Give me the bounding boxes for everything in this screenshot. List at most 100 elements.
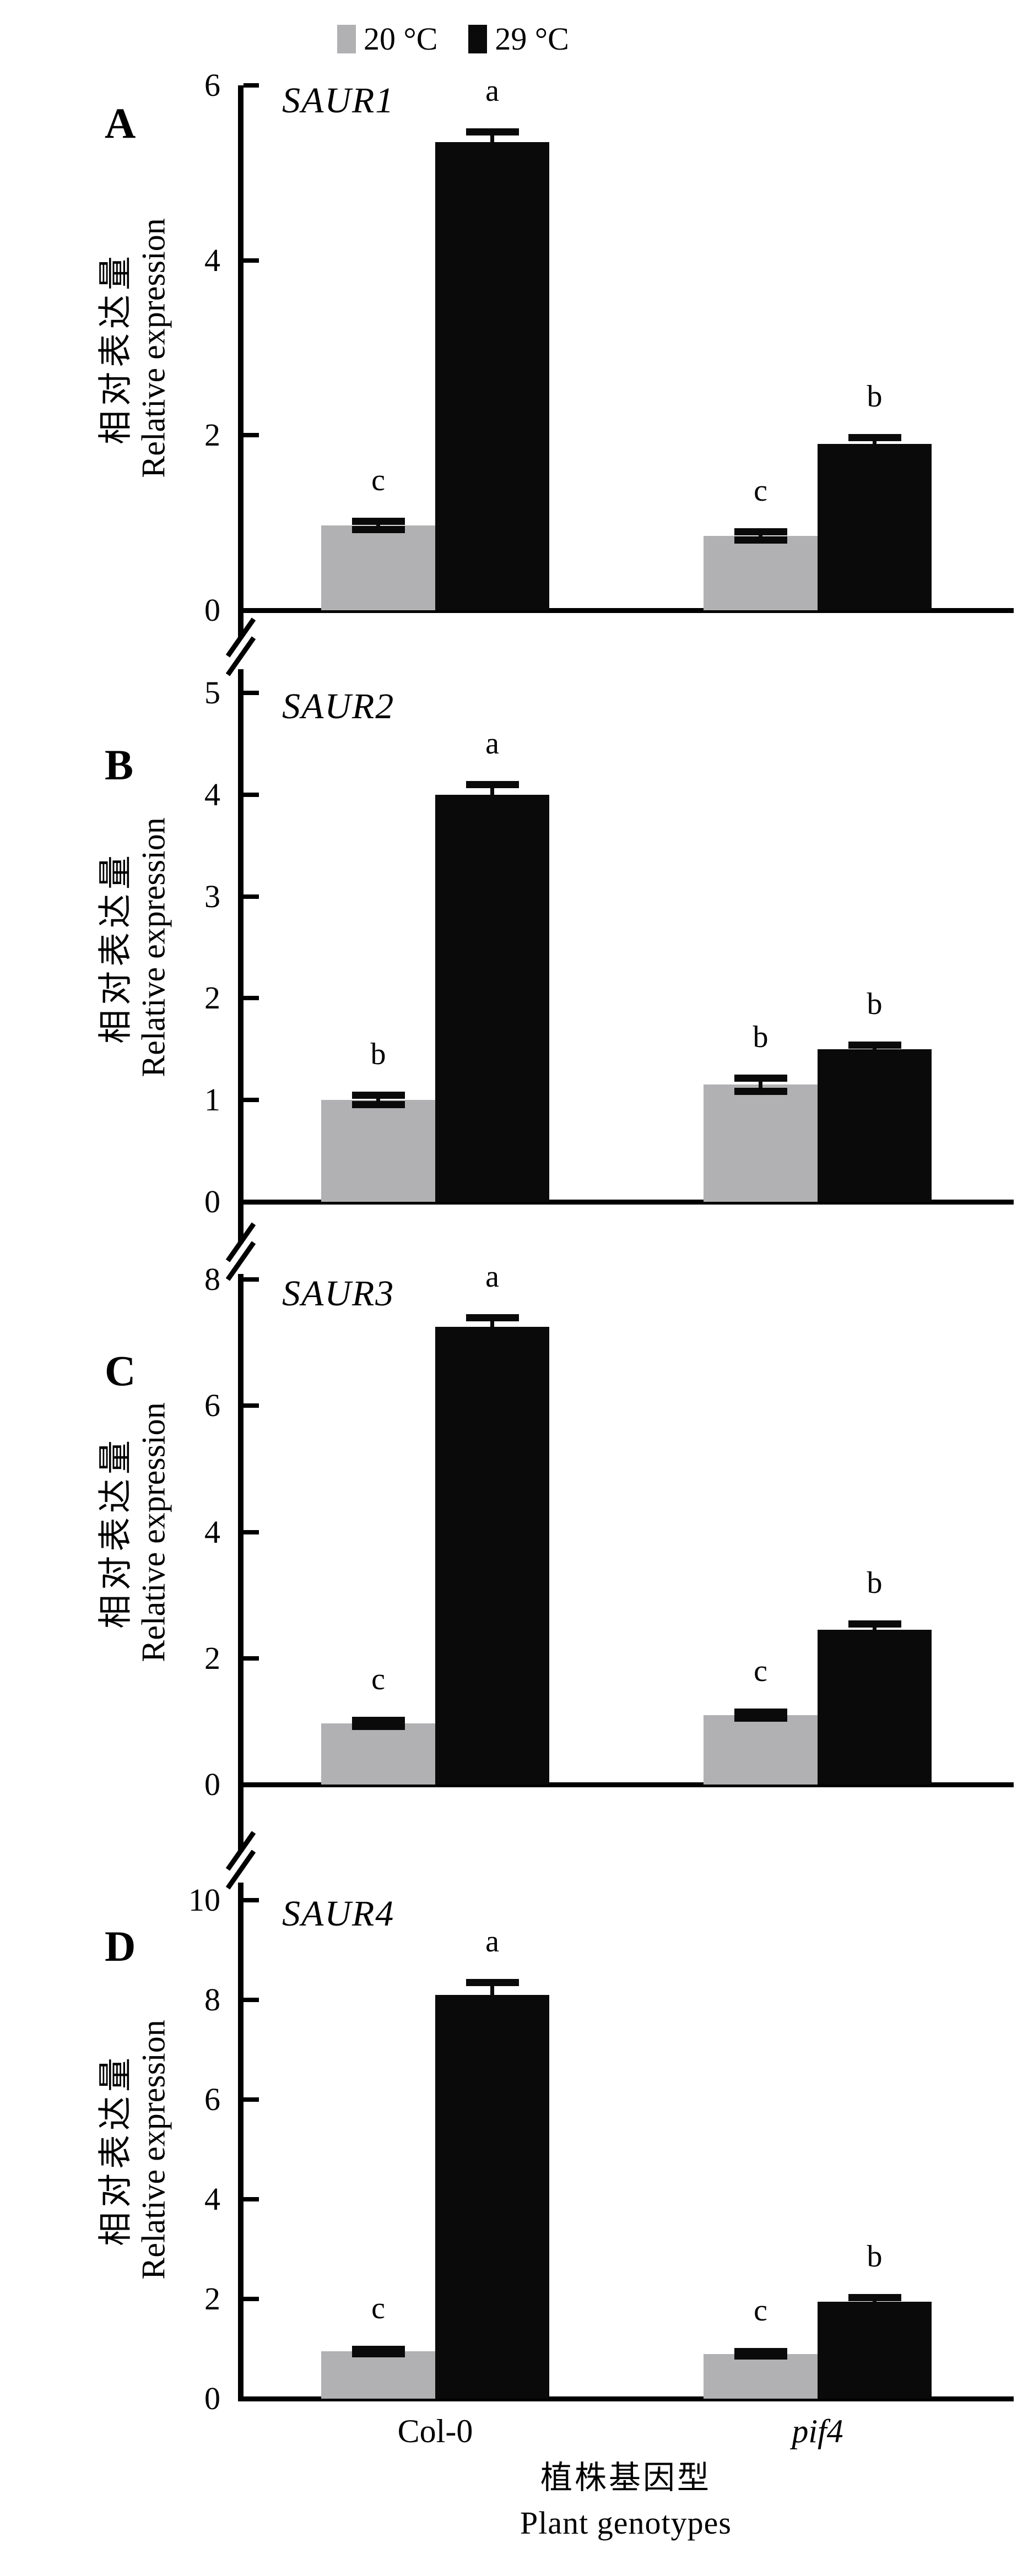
y-axis-line (238, 1785, 244, 2399)
legend-label-29c: 29 °C (495, 21, 569, 57)
y-tick-label: 8 (204, 1982, 220, 2018)
error-bar-cap (734, 1088, 787, 1096)
panel-letter: A (105, 99, 136, 147)
y-axis-label: 相对表达量 Relative expression (98, 817, 173, 1077)
significance-letter: b (867, 1565, 883, 1600)
y-tick-label: 2 (204, 980, 220, 1016)
y-tick (244, 1656, 259, 1661)
significance-letter: a (485, 74, 499, 109)
gene-title: SAUR3 (282, 1273, 395, 1314)
y-axis-line (238, 610, 244, 1202)
significance-letter: c (371, 463, 385, 497)
error-bar-stem (490, 1317, 494, 1337)
y-tick-label: 0 (204, 592, 220, 628)
significance-letter: b (370, 1037, 386, 1071)
error-bar-cap (466, 128, 519, 136)
error-bar-cap (848, 2294, 901, 2302)
error-bar-cap (848, 433, 901, 441)
bar-pif4-20c (704, 535, 818, 610)
error-bar-cap (734, 1714, 787, 1722)
significance-letter: c (371, 1662, 385, 1697)
y-axis-line (238, 85, 244, 610)
x-axis-line (238, 2396, 1014, 2401)
legend-swatch-20c-icon (337, 25, 356, 53)
y-axis-label: 相对表达量 Relative expression (98, 2020, 173, 2280)
y-tick (244, 83, 259, 88)
y-tick-label: 4 (204, 1514, 220, 1550)
bar-col-0-20c (321, 1100, 435, 1202)
y-tick-label: 0 (204, 2380, 220, 2416)
bar-col-0-29c (435, 794, 549, 1202)
error-bar-cap (466, 1979, 519, 1987)
y-tick (244, 1277, 259, 1282)
y-tick (244, 1098, 259, 1103)
significance-letter: c (371, 2291, 385, 2325)
error-bar-cap (466, 1332, 519, 1340)
x-axis-line (238, 608, 1014, 613)
error-bar-cap (848, 1620, 901, 1628)
error-bar-stem (490, 1982, 494, 2008)
y-tick (244, 1998, 259, 2002)
error-bar-stem (873, 1045, 876, 1054)
error-bar-cap (466, 2003, 519, 2011)
error-bar-cap (848, 447, 901, 454)
error-bar-cap (734, 528, 787, 536)
y-axis-label-en: Relative expression (136, 1402, 172, 1662)
significance-letter: a (485, 1924, 499, 1959)
y-tick-label: 5 (204, 675, 220, 711)
error-bar-cap (351, 1717, 405, 1724)
error-bar-stem (759, 1077, 762, 1092)
error-bar-stem (490, 132, 494, 153)
legend-item-29c: 29 °C (468, 23, 569, 55)
y-tick (244, 894, 259, 899)
y-tick-label: 8 (204, 1261, 220, 1297)
x-axis-title-en: Plant genotypes (520, 2505, 732, 2541)
y-tick-label: 6 (204, 2081, 220, 2117)
gene-title: SAUR2 (282, 686, 395, 726)
y-axis-label-zh: 相对表达量 (97, 2053, 135, 2246)
error-bar-stem (376, 520, 380, 530)
y-axis-label: 相对表达量 Relative expression (98, 218, 173, 478)
bar-col-0-20c (321, 2351, 435, 2399)
y-tick-label: 3 (204, 878, 220, 914)
bar-pif4-20c (704, 1715, 818, 1785)
y-tick (244, 691, 259, 695)
y-axis-label-en: Relative expression (136, 817, 172, 1077)
error-bar-cap (351, 1091, 405, 1099)
y-tick (244, 996, 259, 1001)
panel-letter: C (105, 1347, 136, 1395)
error-bar-cap (848, 1049, 901, 1057)
y-tick-label: 4 (204, 776, 220, 812)
panel-letter: D (105, 1922, 136, 1970)
y-tick-label: 6 (204, 1387, 220, 1424)
error-bar-cap (351, 1101, 405, 1109)
y-axis-label: 相对表达量 Relative expression (98, 1402, 173, 1662)
y-tick-label: 4 (204, 242, 220, 278)
y-tick (244, 2197, 259, 2201)
error-bar-cap (466, 781, 519, 789)
significance-letter: c (754, 474, 767, 508)
y-tick (244, 1898, 259, 1902)
significance-letter: b (867, 379, 883, 414)
y-tick-label: 2 (204, 2281, 220, 2317)
error-bar-cap (466, 801, 519, 809)
significance-letter: a (485, 1259, 499, 1294)
y-axis-label-zh: 相对表达量 (97, 1435, 135, 1629)
y-tick-label: 4 (204, 2181, 220, 2217)
x-category-pif4: pif4 (792, 2413, 843, 2449)
significance-letter: c (754, 2293, 767, 2328)
error-bar-stem (376, 1094, 380, 1105)
error-bar-cap (848, 2301, 901, 2309)
error-bar-cap (734, 536, 787, 544)
bar-col-0-29c (435, 142, 549, 610)
y-tick-label: 0 (204, 1766, 220, 1802)
y-tick (244, 1530, 259, 1534)
bar-pif4-29c (818, 1049, 932, 1202)
error-bar-cap (848, 1042, 901, 1049)
significance-letter: c (754, 1654, 767, 1689)
x-axis-title-zh: 植株基因型 (540, 2460, 711, 2496)
error-bar-cap (466, 149, 519, 156)
error-bar-stem (873, 2297, 876, 2306)
y-tick (244, 2297, 259, 2301)
